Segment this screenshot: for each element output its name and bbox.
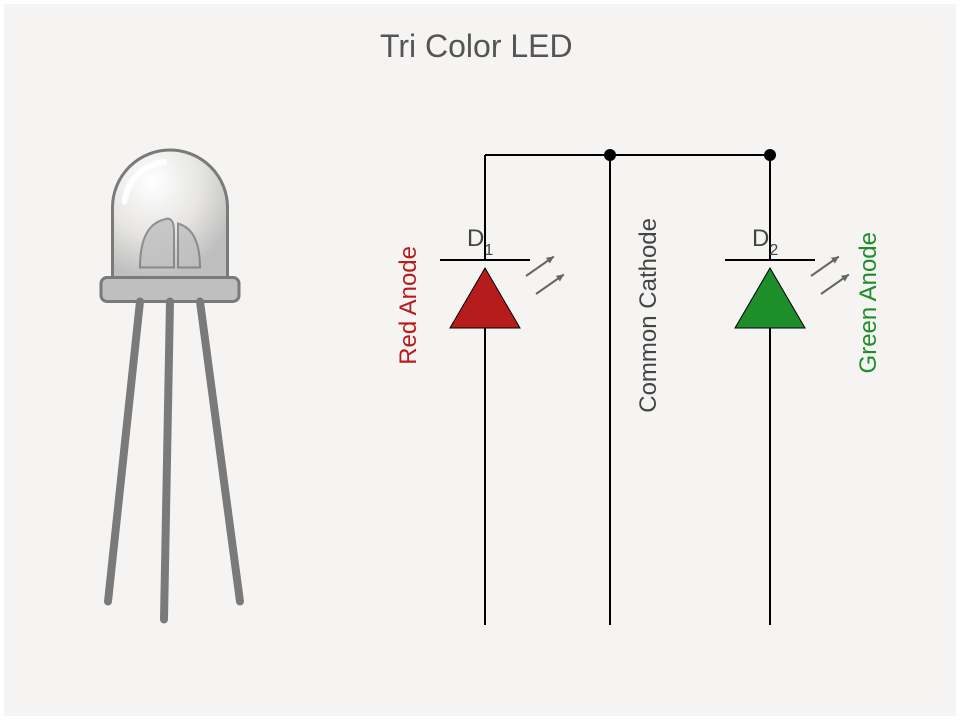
junction-cathode <box>604 149 616 161</box>
label-green-anode: Green Anode <box>855 232 883 373</box>
background <box>0 0 960 720</box>
label-common-cathode: Common Cathode <box>635 218 663 413</box>
diagram-canvas: D1D2 <box>0 0 960 720</box>
label-red-anode: Red Anode <box>395 246 423 365</box>
page-title: Tri Color LED <box>380 28 573 65</box>
